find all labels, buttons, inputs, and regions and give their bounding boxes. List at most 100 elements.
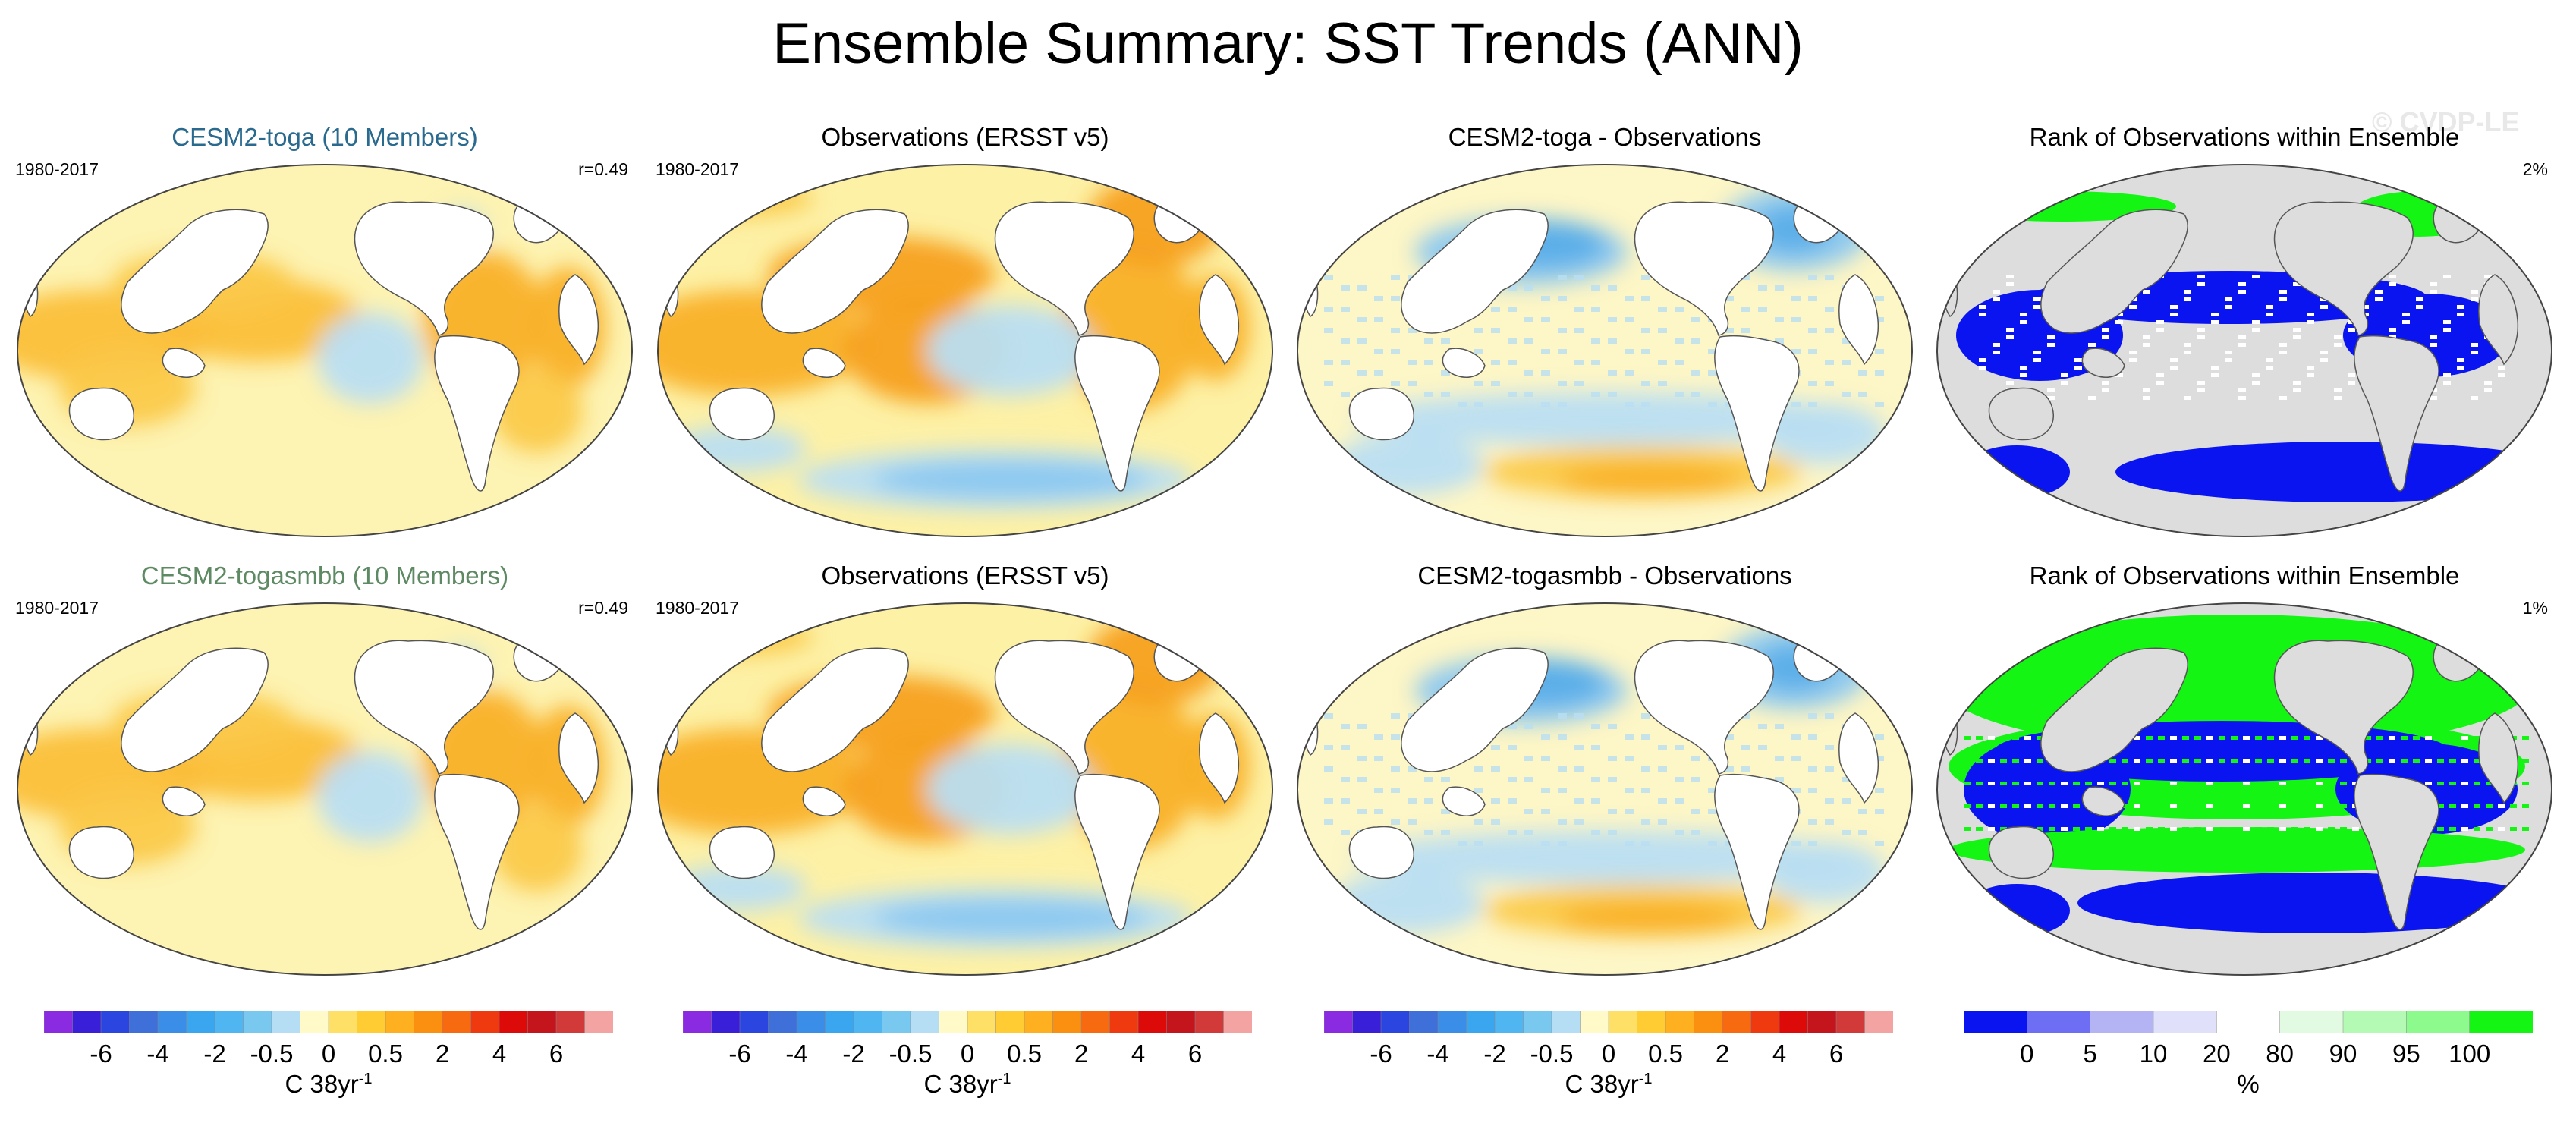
colorbar-tick-label: 2 <box>1074 1040 1089 1068</box>
colorbar-swatch <box>442 1010 472 1034</box>
colorbar-swatch <box>499 1010 529 1034</box>
colorbar-swatch <box>385 1010 415 1034</box>
colorbar-swatch <box>1551 1010 1581 1034</box>
colorbar-swatch <box>1835 1010 1866 1034</box>
colorbar-swatch <box>1864 1010 1894 1034</box>
continent <box>1348 387 1414 441</box>
continent <box>2040 209 2188 334</box>
panel-title: Rank of Observations within Ensemble <box>2029 123 2460 151</box>
continent <box>354 640 494 775</box>
continent <box>434 335 520 492</box>
colorbar-tick-label: 4 <box>492 1040 507 1068</box>
colorbar-swatch <box>2027 1010 2091 1034</box>
colorbar-tick-label: 0 <box>2020 1040 2034 1068</box>
colorbar-swatch <box>2469 1010 2534 1034</box>
colorbar-tick-label: 20 <box>2202 1040 2231 1068</box>
panel-title: CESM2-togasmbb - Observations <box>1417 561 1792 590</box>
colorbar-swatch <box>967 1010 997 1034</box>
continent <box>1988 387 2054 441</box>
colorbar-tick-label: -2 <box>842 1040 865 1068</box>
continent <box>121 647 269 772</box>
colorbar-swatch <box>1024 1010 1054 1034</box>
colorbar-tick-label: 4 <box>1131 1040 1146 1068</box>
colorbar-unit: C 38yr-1 <box>923 1070 1011 1098</box>
continent <box>354 201 494 336</box>
colorbar-tick-label: 0.5 <box>1007 1040 1042 1068</box>
continent <box>1401 647 1549 772</box>
colorbar-swatch <box>1166 1010 1196 1034</box>
colorbar-tick-label: -6 <box>728 1040 751 1068</box>
colorbar-tick-label: 10 <box>2139 1040 2168 1068</box>
colorbar-tick-label: 4 <box>1772 1040 1787 1068</box>
colorbar-swatch <box>1523 1010 1552 1034</box>
colorbar-swatch <box>1052 1010 1082 1034</box>
continent <box>2478 274 2519 366</box>
colorbar-swatch <box>1694 1010 1723 1034</box>
colorbar-swatch <box>1194 1010 1225 1034</box>
world-map <box>654 161 1276 544</box>
continent <box>802 348 846 378</box>
continent <box>1442 786 1486 816</box>
continent <box>761 647 909 772</box>
colorbar-tick-label: 0.5 <box>368 1040 403 1068</box>
continent <box>162 786 206 816</box>
colorbar-swatch <box>1352 1010 1382 1034</box>
colorbar-swatch <box>1637 1010 1666 1034</box>
colorbar-swatch <box>995 1010 1025 1034</box>
colorbar-swatch <box>214 1010 244 1034</box>
colorbar <box>682 1010 1253 1037</box>
colorbar-tick-label: -4 <box>146 1040 169 1068</box>
colorbar-swatch <box>1608 1010 1638 1034</box>
continent <box>68 387 134 441</box>
continent <box>994 201 1134 336</box>
colorbar-tick-label: -6 <box>90 1040 112 1068</box>
continent <box>2273 201 2414 336</box>
colorbar-swatch <box>1080 1010 1111 1034</box>
colorbar-swatch <box>882 1010 911 1034</box>
colorbar-swatch <box>129 1010 159 1034</box>
colorbar-tick-label: 0 <box>1601 1040 1616 1068</box>
colorbar-swatch <box>682 1010 712 1034</box>
continent <box>1442 348 1486 378</box>
period-label: 1980-2017 <box>15 598 99 618</box>
colorbar <box>43 1010 614 1037</box>
colorbar-swatch <box>1665 1010 1695 1034</box>
colorbar-unit: C 38yr-1 <box>285 1070 373 1098</box>
colorbar-swatch <box>584 1010 614 1034</box>
colorbar-swatch <box>527 1010 557 1034</box>
period-label: 1980-2017 <box>656 598 739 618</box>
colorbar-swatch <box>186 1010 215 1034</box>
colorbar-swatch <box>825 1010 854 1034</box>
colorbar-swatch <box>853 1010 883 1034</box>
panel-title: Observations (ERSST v5) <box>821 123 1109 151</box>
world-map <box>1933 599 2556 983</box>
stat-label: r=0.49 <box>578 598 628 618</box>
colorbar-swatch <box>2090 1010 2154 1034</box>
colorbar-tick-label: 6 <box>549 1040 564 1068</box>
colorbar-tick-label: 80 <box>2266 1040 2294 1068</box>
colorbar-tick-label: 0 <box>321 1040 336 1068</box>
stat-label: r=0.49 <box>578 159 628 179</box>
panel-title: CESM2-toga - Observations <box>1448 123 1762 151</box>
continent <box>802 786 846 816</box>
colorbar-tick-label: 5 <box>2083 1040 2097 1068</box>
continent <box>1401 209 1549 334</box>
continent <box>709 387 775 441</box>
figure-title: Ensemble Summary: SST Trends (ANN) <box>772 11 1804 76</box>
period-label: 1980-2017 <box>656 159 739 179</box>
continent <box>761 209 909 334</box>
world-map <box>654 599 1276 983</box>
colorbar-tick-label: -0.5 <box>1530 1040 1574 1068</box>
colorbar-swatch <box>157 1010 187 1034</box>
continent <box>2040 647 2188 772</box>
colorbar-swatch <box>1779 1010 1809 1034</box>
continent <box>558 274 599 366</box>
panel-title: CESM2-toga (10 Members) <box>171 123 478 151</box>
continent <box>1348 826 1414 879</box>
colorbar-swatch <box>72 1010 102 1034</box>
colorbar-swatch <box>1807 1010 1837 1034</box>
colorbar-swatch <box>414 1010 443 1034</box>
panel-title: CESM2-togasmbb (10 Members) <box>140 561 509 590</box>
watermark: © CVDP-LE <box>2372 106 2520 137</box>
colorbar-swatch <box>2153 1010 2218 1034</box>
